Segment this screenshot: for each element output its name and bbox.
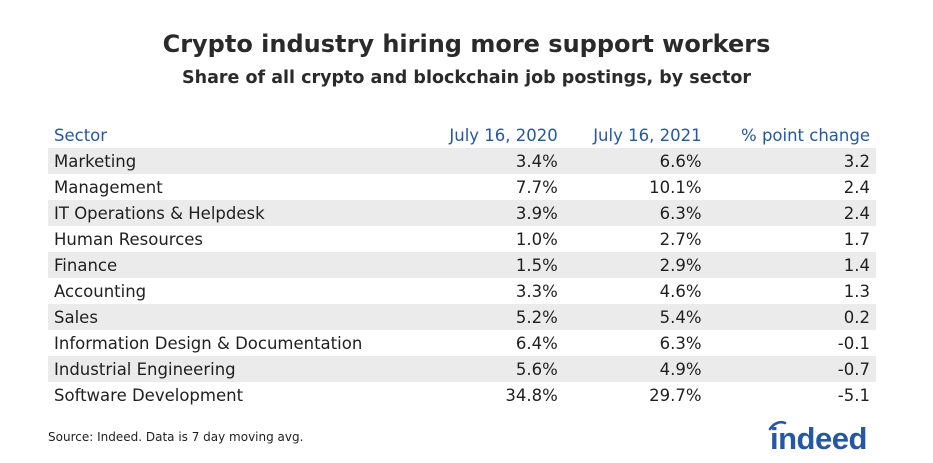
cell-change: 3.2	[707, 148, 876, 174]
table-row: Accounting 3.3% 4.6% 1.3	[48, 278, 876, 304]
table-row: Finance 1.5% 2.9% 1.4	[48, 252, 876, 278]
cell-2020: 6.4%	[515, 333, 558, 353]
cell-2021: 2.9%	[563, 252, 708, 278]
table-row: Industrial Engineering 5.6% 4.9% -0.7	[48, 356, 876, 382]
table-header-row: Sector July 16, 2020 July 16, 2021 % poi…	[48, 122, 876, 148]
table-row: IT Operations & Helpdesk 3.9% 6.3% 2.4	[48, 200, 876, 226]
cell-change: -0.1	[837, 333, 870, 353]
table-body: Marketing 3.4% 6.6% 3.2 Management 7.7% 10.1% 2…	[48, 148, 876, 408]
cell-sector: Information Design & Documentation	[54, 333, 363, 353]
cell-2021: 4.9%	[563, 356, 708, 382]
cell-change: 1.7	[843, 229, 870, 249]
cell-2020: 3.9%	[420, 200, 564, 226]
cell-sector: IT Operations & Helpdesk	[48, 200, 420, 226]
table-row: Sales 5.2% 5.4% 0.2	[48, 304, 876, 330]
cell-sector: Industrial Engineering	[48, 356, 420, 382]
header-change: % point change	[741, 125, 870, 145]
cell-2021: 4.6%	[659, 281, 702, 301]
cell-2020: 5.6%	[420, 356, 564, 382]
table-row: Marketing 3.4% 6.6% 3.2	[48, 148, 876, 174]
table-row: Software Development 34.8% 29.7% -5.1	[48, 382, 876, 408]
data-table: Sector July 16, 2020 July 16, 2021 % poi…	[48, 122, 876, 408]
cell-2020: 5.2%	[420, 304, 564, 330]
cell-sector: Finance	[48, 252, 420, 278]
cell-change: 1.3	[843, 281, 870, 301]
cell-2020: 7.7%	[515, 177, 558, 197]
cell-change: 0.2	[707, 304, 876, 330]
table-row: Management 7.7% 10.1% 2.4	[48, 174, 876, 200]
cell-2020: 3.3%	[515, 281, 558, 301]
cell-change: -0.7	[707, 356, 876, 382]
cell-change: 2.4	[707, 200, 876, 226]
cell-2021: 2.7%	[659, 229, 702, 249]
cell-2020: 34.8%	[505, 385, 558, 405]
cell-sector: Software Development	[54, 385, 244, 405]
indeed-logo: indeed	[768, 420, 867, 456]
source-note: Source: Indeed. Data is 7 day moving avg…	[48, 430, 304, 444]
cell-2021: 6.3%	[563, 200, 708, 226]
header-2020: July 16, 2020	[449, 125, 558, 145]
cell-change: -5.1	[837, 385, 870, 405]
cell-2021: 6.3%	[659, 333, 702, 353]
cell-sector: Management	[54, 177, 163, 197]
table-row: Information Design & Documentation 6.4% 6.…	[48, 330, 876, 356]
chart-title: Crypto industry hiring more support work…	[162, 30, 771, 58]
table-row: Human Resources 1.0% 2.7% 1.7	[48, 226, 876, 252]
header-2021: July 16, 2021	[593, 125, 702, 145]
cell-2021: 29.7%	[649, 385, 702, 405]
cell-change: 1.4	[707, 252, 876, 278]
cell-2021: 5.4%	[563, 304, 708, 330]
cell-2020: 1.5%	[420, 252, 564, 278]
chart-subtitle: Share of all crypto and blockchain job p…	[182, 68, 751, 88]
header-sector: Sector	[54, 125, 108, 145]
cell-2020: 1.0%	[515, 229, 558, 249]
svg-text:indeed: indeed	[770, 421, 867, 456]
cell-sector: Marketing	[48, 148, 420, 174]
cell-2020: 3.4%	[420, 148, 564, 174]
cell-sector: Sales	[48, 304, 420, 330]
cell-change: 2.4	[843, 177, 870, 197]
cell-2021: 6.6%	[563, 148, 708, 174]
cell-sector: Accounting	[54, 281, 147, 301]
cell-2021: 10.1%	[649, 177, 702, 197]
cell-sector: Human Resources	[54, 229, 204, 249]
